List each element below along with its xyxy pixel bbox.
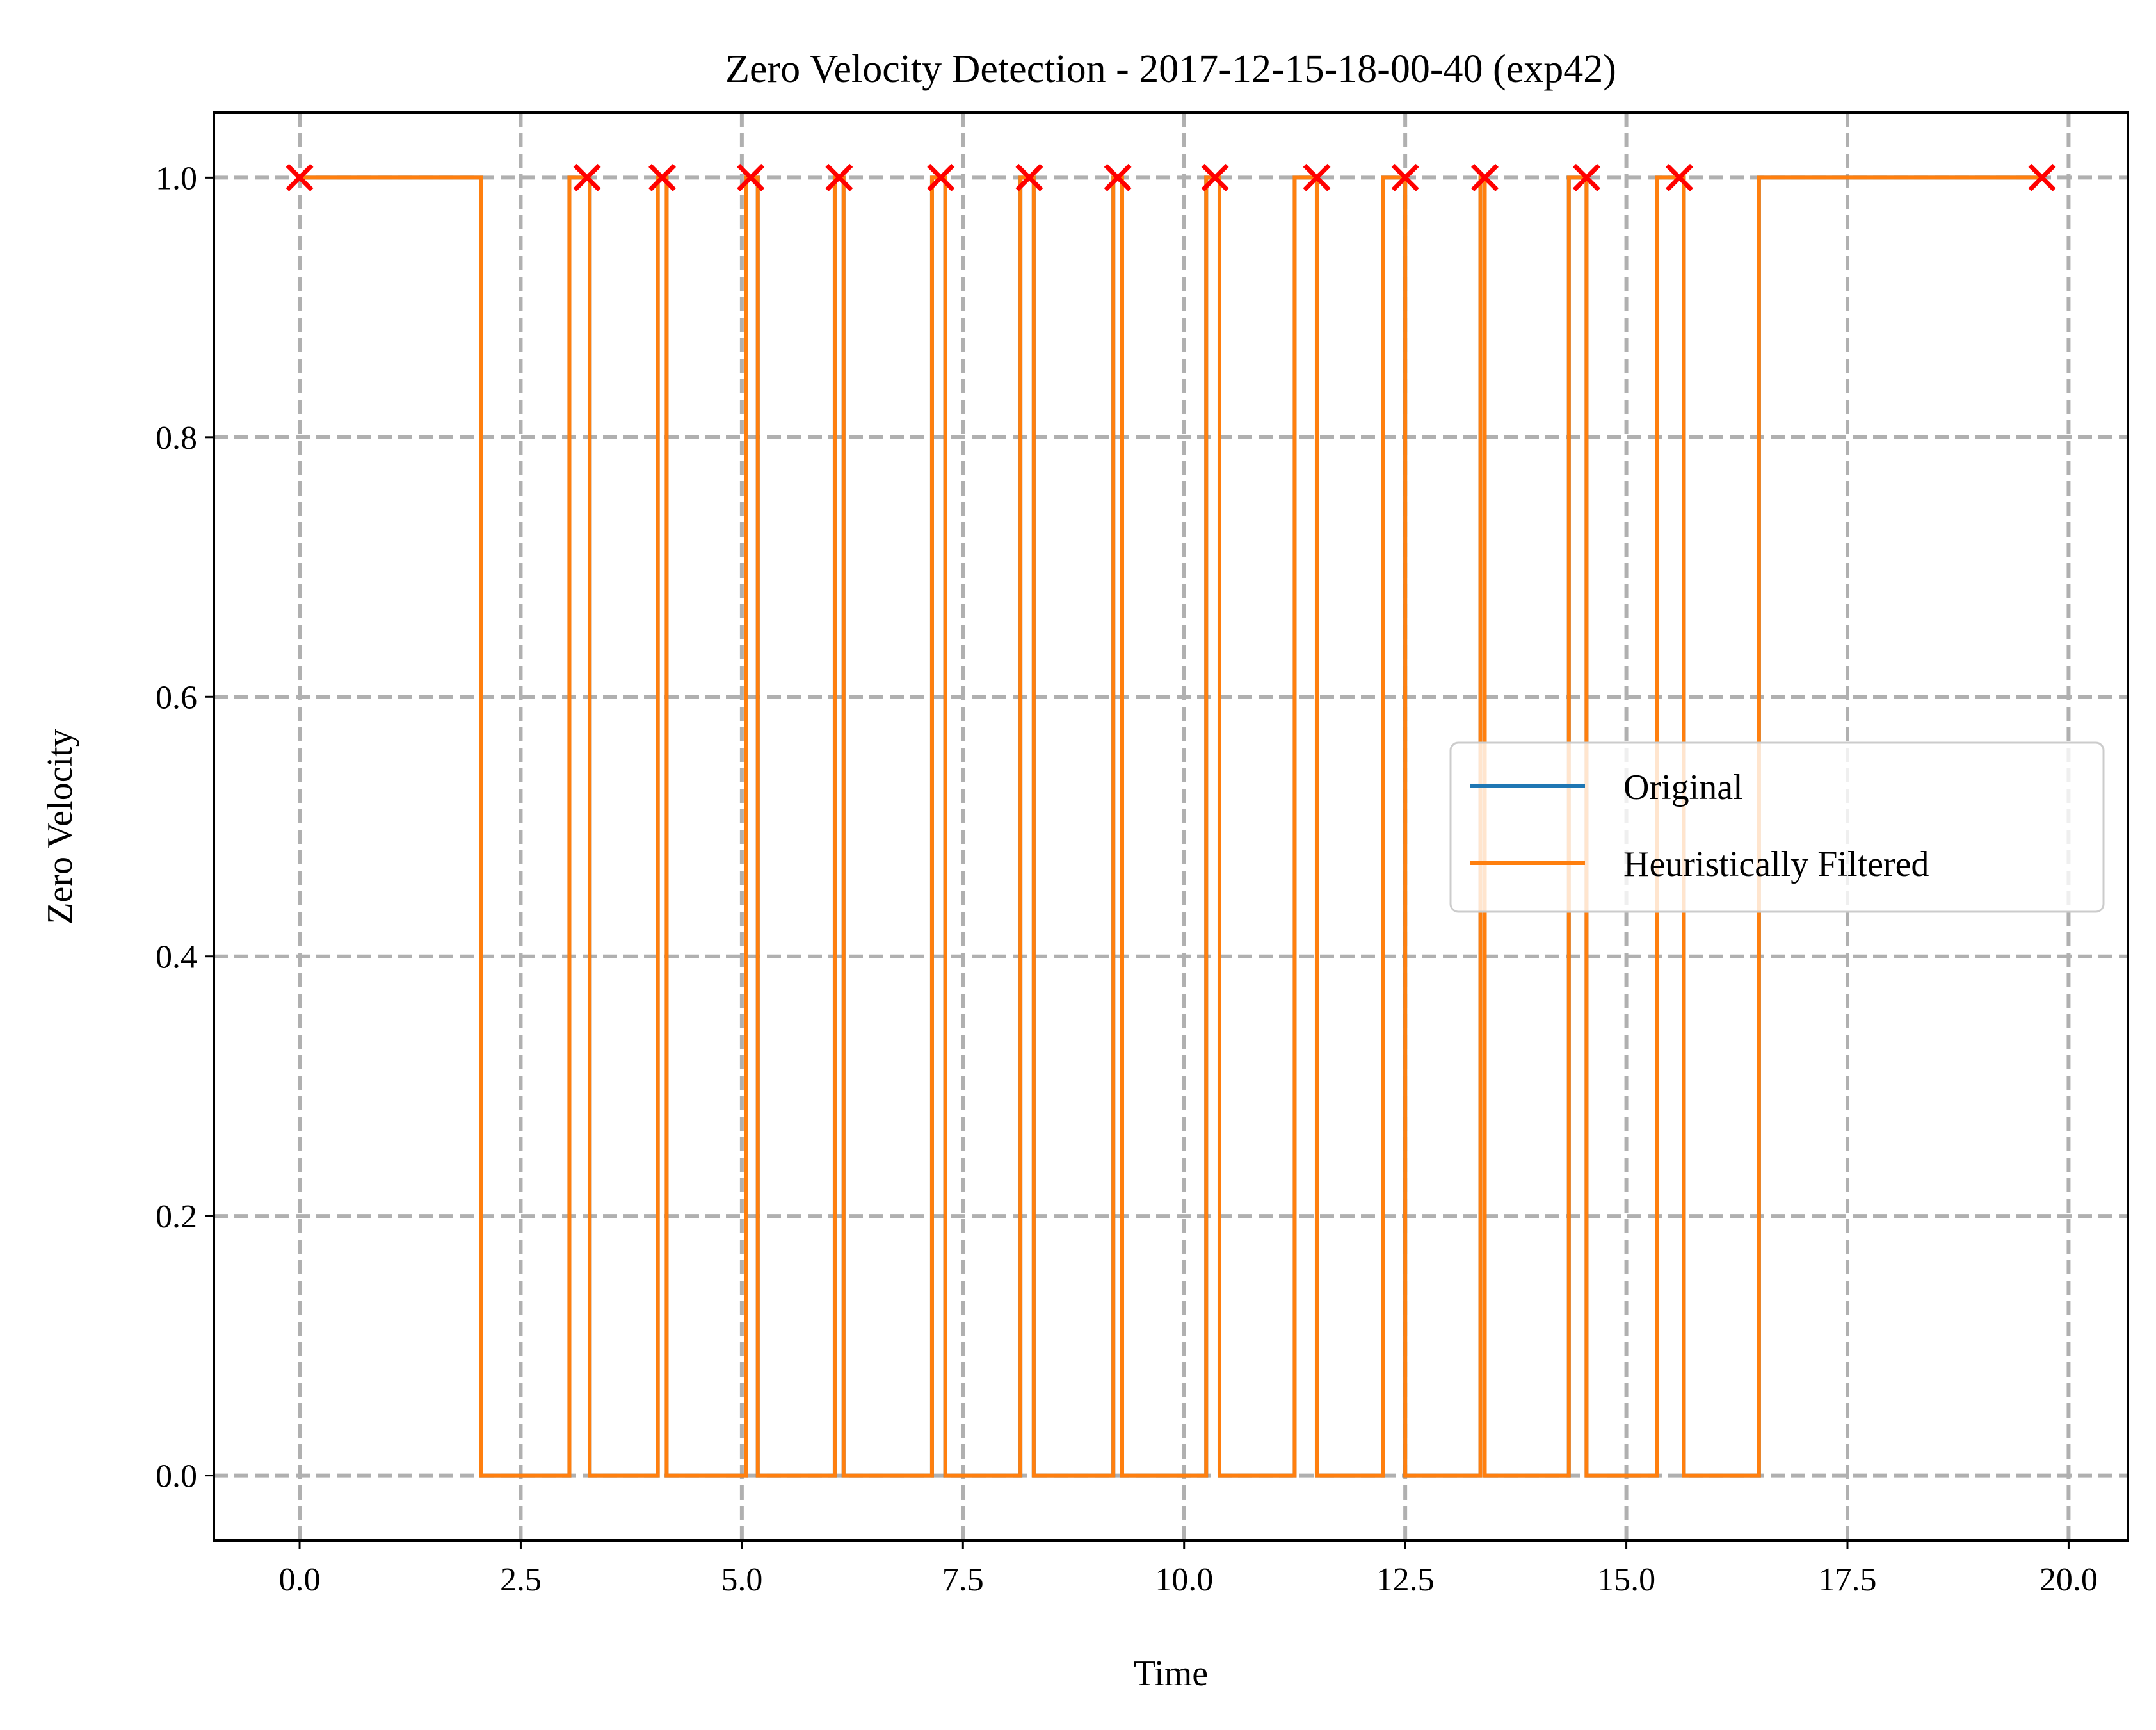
x-marker: [1572, 163, 1600, 191]
plot-frame: [213, 111, 2129, 1542]
legend-label-heuristically-filtered: Heuristically Filtered: [1623, 845, 1929, 884]
x-tick-label: 2.5: [500, 1562, 542, 1598]
x-marker-stroke: [1471, 163, 1499, 191]
x-marker-stroke: [1391, 163, 1419, 191]
x-marker: [648, 163, 676, 191]
legend-label-original: Original: [1623, 768, 1743, 807]
x-marker: [2028, 163, 2056, 191]
x-tick-label: 15.0: [1597, 1562, 1655, 1598]
x-marker-stroke: [1666, 163, 1693, 191]
y-tick-label: 0.4: [156, 939, 197, 976]
x-marker-stroke: [1303, 163, 1331, 191]
x-tick-label: 20.0: [2039, 1562, 2098, 1598]
x-marker: [1015, 163, 1043, 191]
x-marker-stroke: [825, 163, 853, 191]
x-tick-label: 10.0: [1155, 1562, 1213, 1598]
event-markers: [286, 163, 2056, 191]
x-marker-stroke: [1015, 163, 1043, 191]
x-marker: [737, 163, 765, 191]
x-marker: [1201, 163, 1229, 191]
x-tick-label: 7.5: [942, 1562, 984, 1598]
legend: Original Heuristically Filtered: [1449, 741, 2105, 913]
x-marker-stroke: [2028, 163, 2056, 191]
x-tick-label: 12.5: [1376, 1562, 1435, 1598]
x-marker: [1471, 163, 1499, 191]
x-marker-stroke: [286, 163, 314, 191]
x-marker-stroke: [737, 163, 765, 191]
x-marker-stroke: [573, 163, 601, 191]
legend-box: [1449, 741, 2105, 913]
y-axis-ticks: 0.0 0.2 0.4 0.6 0.8 1.0: [156, 160, 214, 1495]
x-marker: [825, 163, 853, 191]
x-tick-label: 0.0: [279, 1562, 321, 1598]
x-marker: [1666, 163, 1693, 191]
x-axis-ticks: 0.0 2.5 5.0 7.5 10.0 12.5 15.0 17.5 20.0: [279, 1540, 2098, 1598]
x-marker-stroke: [1572, 163, 1600, 191]
x-marker-stroke: [927, 163, 955, 191]
y-tick-label: 1.0: [156, 160, 197, 197]
x-marker-stroke: [648, 163, 676, 191]
x-marker: [1303, 163, 1331, 191]
y-tick-label: 0.2: [156, 1199, 197, 1235]
x-tick-label: 17.5: [1819, 1562, 1877, 1598]
y-tick-label: 0.8: [156, 420, 197, 457]
x-marker-stroke: [1104, 163, 1132, 191]
x-marker: [573, 163, 601, 191]
chart-title: Zero Velocity Detection - 2017-12-15-18-…: [725, 47, 1616, 91]
x-axis-label: Time: [1134, 1654, 1208, 1694]
x-marker: [1104, 163, 1132, 191]
x-marker: [1391, 163, 1419, 191]
x-marker: [286, 163, 314, 191]
y-tick-label: 0.6: [156, 679, 197, 716]
x-marker: [927, 163, 955, 191]
y-tick-label: 0.0: [156, 1459, 197, 1495]
y-axis-label: Zero Velocity: [40, 729, 80, 924]
x-tick-label: 5.0: [721, 1562, 762, 1598]
x-marker-stroke: [1201, 163, 1229, 191]
